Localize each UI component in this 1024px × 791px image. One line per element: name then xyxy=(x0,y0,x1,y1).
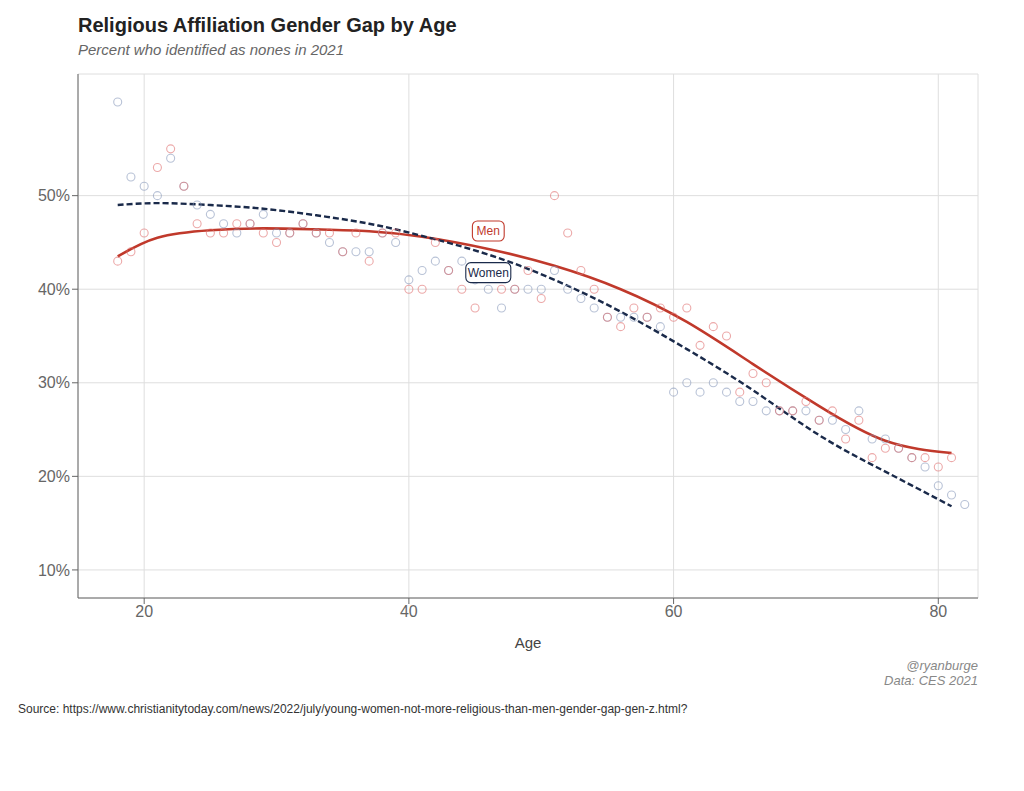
html-text:Percent who identified as none: Percent who identified as nones in 2021 xyxy=(78,41,344,58)
svg-text:20%: 20% xyxy=(38,468,70,485)
svg-text:20: 20 xyxy=(135,603,153,620)
svg-text:Age: Age xyxy=(515,634,542,651)
svg-text:40: 40 xyxy=(400,603,418,620)
svg-text:80: 80 xyxy=(929,603,947,620)
html-text:Religious Affiliation Gender G: Religious Affiliation Gender Gap by Age xyxy=(78,14,457,36)
svg-text:40%: 40% xyxy=(38,281,70,298)
svg-text:60: 60 xyxy=(665,603,683,620)
svg-text:10%: 10% xyxy=(38,562,70,579)
svg-text:Men: Men xyxy=(477,224,500,238)
svg-text:50%: 50% xyxy=(38,187,70,204)
svg-text:Women: Women xyxy=(468,266,509,280)
html-text:@ryanburge: @ryanburge xyxy=(906,658,978,673)
svg-text:30%: 30% xyxy=(38,374,70,391)
html-text:Data: CES 2021: Data: CES 2021 xyxy=(884,673,978,688)
html-text:Source: https://www.christiani: Source: https://www.christianitytoday.co… xyxy=(18,702,688,716)
